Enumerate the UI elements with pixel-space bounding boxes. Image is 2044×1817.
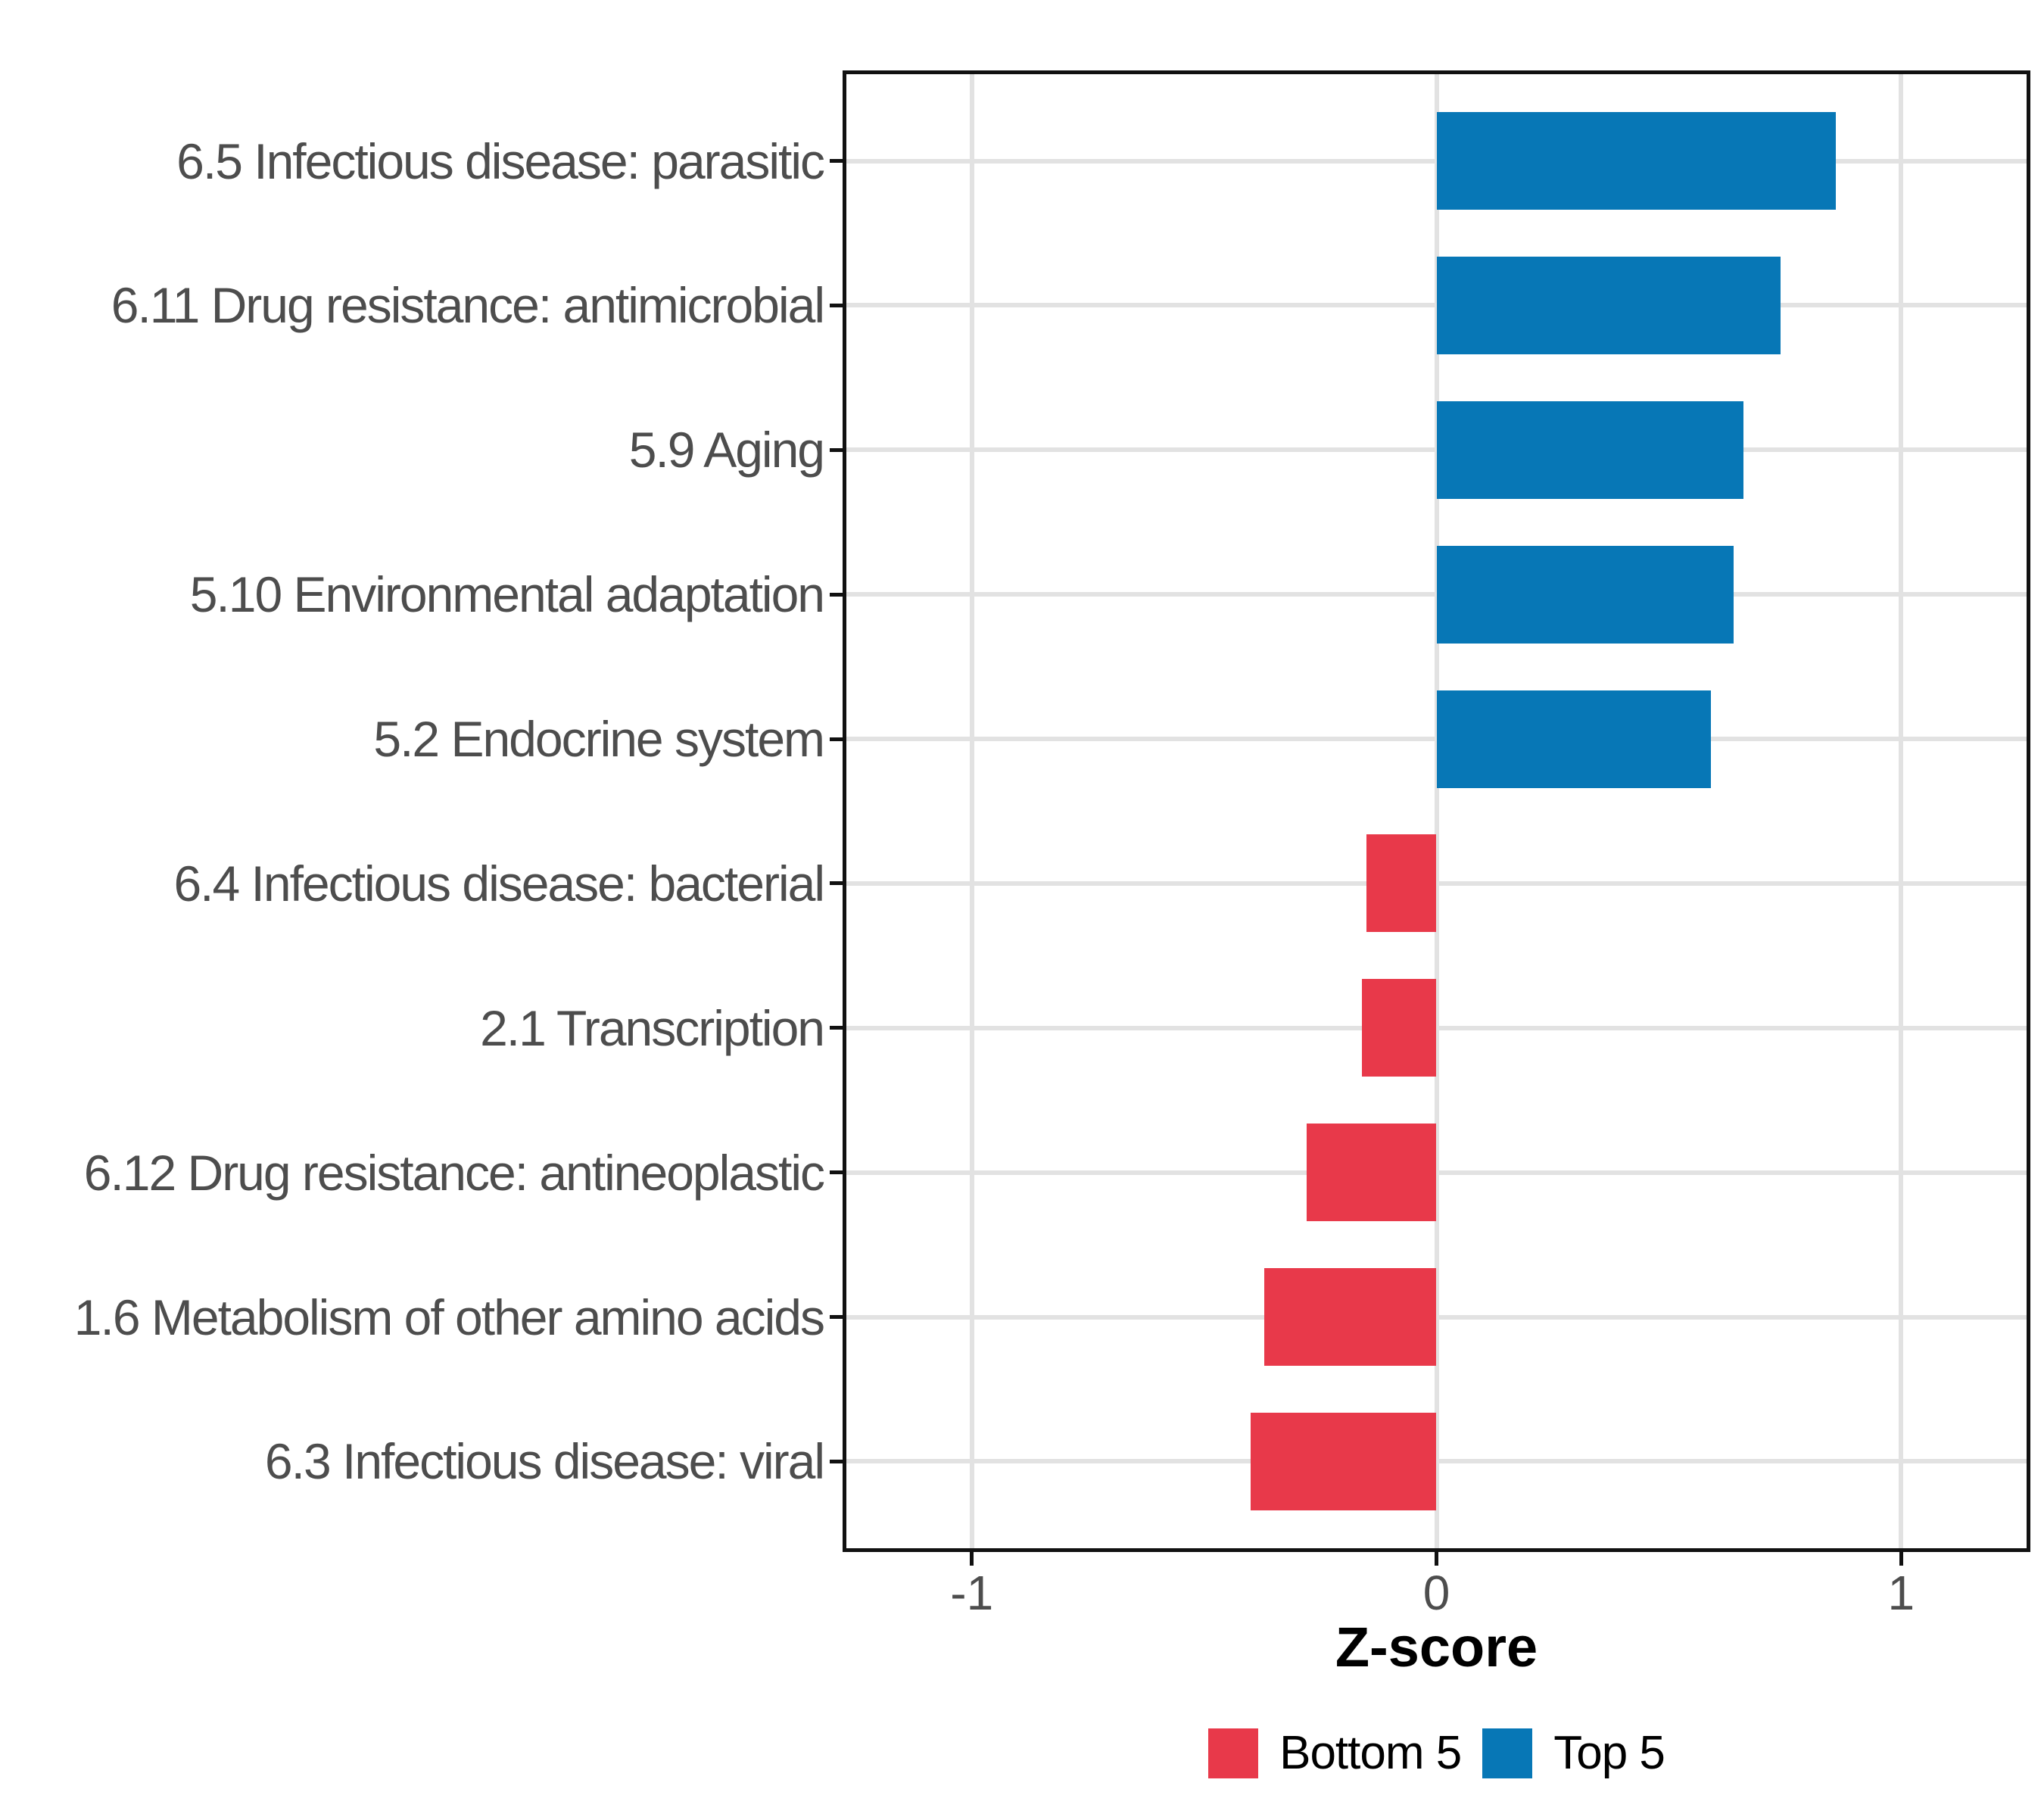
bar-top5	[1436, 112, 1837, 210]
gridline-x-1	[1899, 74, 1904, 1548]
legend-swatch-top5	[1482, 1728, 1533, 1778]
gridline-row	[846, 1170, 2027, 1175]
bar-top5	[1436, 545, 1734, 644]
legend-item-top5: Top 5	[1482, 1728, 1665, 1778]
y-axis-label: 6.3 Infectious disease: viral	[264, 1433, 825, 1490]
y-axis-label: 2.1 Transcription	[480, 999, 825, 1056]
bar-top5	[1436, 256, 1781, 354]
bar-bottom5	[1306, 1124, 1437, 1222]
y-tick-mark	[830, 303, 845, 307]
x-tick-label--1: -1	[950, 1566, 994, 1620]
legend-swatch-bottom5	[1208, 1728, 1259, 1778]
y-tick-mark	[830, 1459, 845, 1463]
y-tick-mark	[830, 159, 845, 164]
x-tick-mark--1	[970, 1551, 974, 1566]
x-tick-mark-0	[1435, 1551, 1438, 1566]
bar-bottom5	[1250, 1412, 1437, 1510]
gridline-x-0	[1434, 74, 1439, 1548]
legend-label-top5: Top 5	[1553, 1727, 1665, 1779]
legend-label-bottom5: Bottom 5	[1279, 1727, 1462, 1779]
gridline-row	[846, 1459, 2027, 1464]
legend: Bottom 5 Top 5	[846, 1726, 2027, 1781]
y-axis-label: 1.6 Metabolism of other amino acids	[73, 1289, 825, 1345]
y-axis-label: 6.5 Infectious disease: parasitic	[176, 132, 825, 189]
bar-bottom5	[1366, 834, 1437, 933]
y-axis-label: 5.2 Endocrine system	[373, 711, 825, 768]
x-tick-mark-1	[1899, 1551, 1903, 1566]
y-tick-mark	[830, 447, 845, 452]
bar-bottom5	[1362, 979, 1437, 1077]
legend-item-bottom5: Bottom 5	[1208, 1727, 1462, 1779]
y-axis-label: 5.9 Aging	[628, 422, 825, 478]
y-axis-label: 6.11 Drug resistance: antimicrobial	[111, 277, 825, 334]
y-axis-label: 6.4 Infectious disease: bacterial	[173, 855, 825, 912]
y-axis-label: 6.12 Drug resistance: antineoplastic	[83, 1144, 825, 1201]
y-tick-mark	[830, 1315, 845, 1320]
gridline-row	[846, 1314, 2027, 1320]
x-tick-label-1: 1	[1887, 1566, 1915, 1620]
y-axis-label: 5.10 Environmental adaptation	[189, 566, 825, 623]
bar-top5	[1436, 690, 1711, 788]
gridline-row	[846, 880, 2027, 886]
x-axis-title: Z-score	[1335, 1616, 1538, 1678]
y-tick-mark	[830, 737, 845, 741]
x-tick-label-0: 0	[1422, 1566, 1450, 1620]
y-tick-mark	[830, 1026, 845, 1030]
y-tick-mark	[830, 592, 845, 597]
y-tick-mark	[830, 881, 845, 886]
bar-bottom5	[1264, 1268, 1437, 1367]
bar-top5	[1436, 400, 1743, 499]
gridline-row	[846, 1025, 2027, 1030]
gridline-x--1	[969, 74, 974, 1548]
y-tick-mark	[830, 1170, 845, 1175]
